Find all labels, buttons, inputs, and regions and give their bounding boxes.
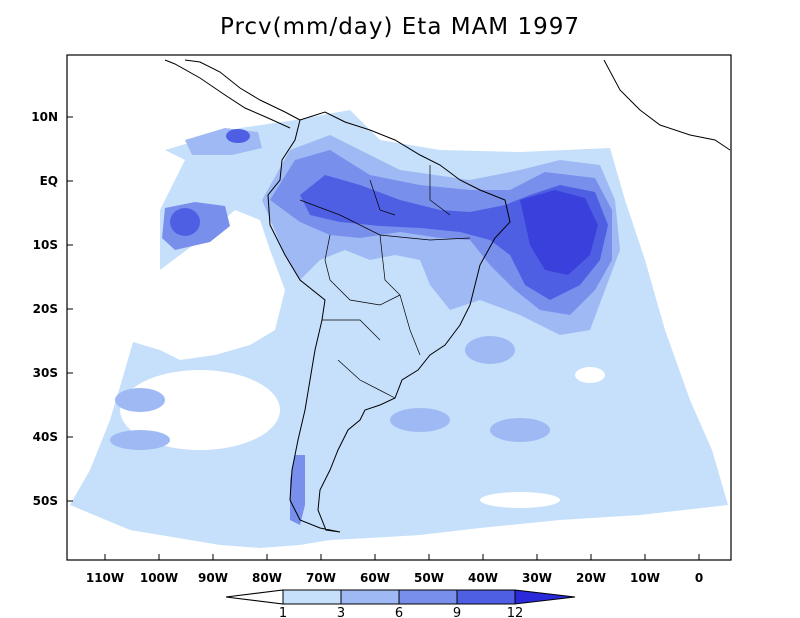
colorbar-segment (340, 589, 400, 605)
precip-patch-mid-atlantic (465, 336, 515, 364)
map-title: Prcv(mm/day) Eta MAM 1997 (219, 14, 581, 40)
precip-blob-pacific-east-core (170, 208, 200, 236)
lon-label: 50W (414, 571, 444, 585)
colorbar: 1 3 6 9 12 (225, 589, 576, 618)
lat-labels: 10N EQ 10S 20S 30S 40S 50S (31, 110, 58, 508)
lat-axis (67, 116, 73, 502)
lon-label: 80W (252, 571, 282, 585)
precip-patch-south-pacific (110, 430, 170, 450)
colorbar-label: 3 (337, 606, 345, 618)
lat-label: EQ (40, 174, 58, 188)
coastlines (164, 59, 731, 533)
colorbar-segment (398, 589, 458, 605)
precip-patch-south-atlantic (490, 418, 550, 442)
lon-labels: 110W 100W 90W 80W 70W 60W 50W 40W 30W 20… (86, 571, 703, 585)
lat-label: 20S (33, 302, 58, 316)
lon-label: 40W (468, 571, 498, 585)
colorbar-label: 6 (395, 606, 403, 618)
lat-label: 40S (33, 430, 58, 444)
lon-label: 60W (360, 571, 390, 585)
colorbar-segment (282, 589, 342, 605)
colorbar-segment (456, 589, 516, 605)
colorbar-label: 12 (507, 606, 524, 618)
lon-label: 30W (522, 571, 552, 585)
colorbar-label: 9 (453, 606, 461, 618)
central-america-coast (164, 59, 301, 129)
africa-coast (603, 59, 731, 151)
lat-label: 50S (33, 494, 58, 508)
lon-label: 100W (140, 571, 178, 585)
colorbar-over-arrow (514, 589, 576, 605)
colorbar-under-arrow (225, 589, 284, 605)
precip-patch-southeast-pacific (115, 388, 165, 412)
precip-field (70, 110, 728, 548)
lon-label: 90W (198, 571, 228, 585)
lat-label: 10N (31, 110, 58, 124)
lat-label: 30S (33, 366, 58, 380)
map-frame (66, 54, 732, 561)
country-borders (299, 165, 471, 399)
lon-label: 110W (86, 571, 124, 585)
south-america-coast (267, 111, 511, 533)
lon-label: 0 (695, 571, 703, 585)
lon-label: 10W (630, 571, 660, 585)
colorbar-label: 1 (279, 606, 287, 618)
lon-label: 20W (576, 571, 606, 585)
precip-blob-pacific-north-core (226, 129, 250, 143)
precip-region-extreme (520, 190, 598, 275)
dry-patch-pacific (120, 370, 280, 450)
precip-patch-south-atlantic-west (390, 408, 450, 432)
lat-label: 10S (33, 238, 58, 252)
dry-patch-south (480, 492, 560, 508)
lon-axis (104, 554, 700, 560)
dry-patch-atlantic (575, 367, 605, 383)
lon-label: 70W (306, 571, 336, 585)
